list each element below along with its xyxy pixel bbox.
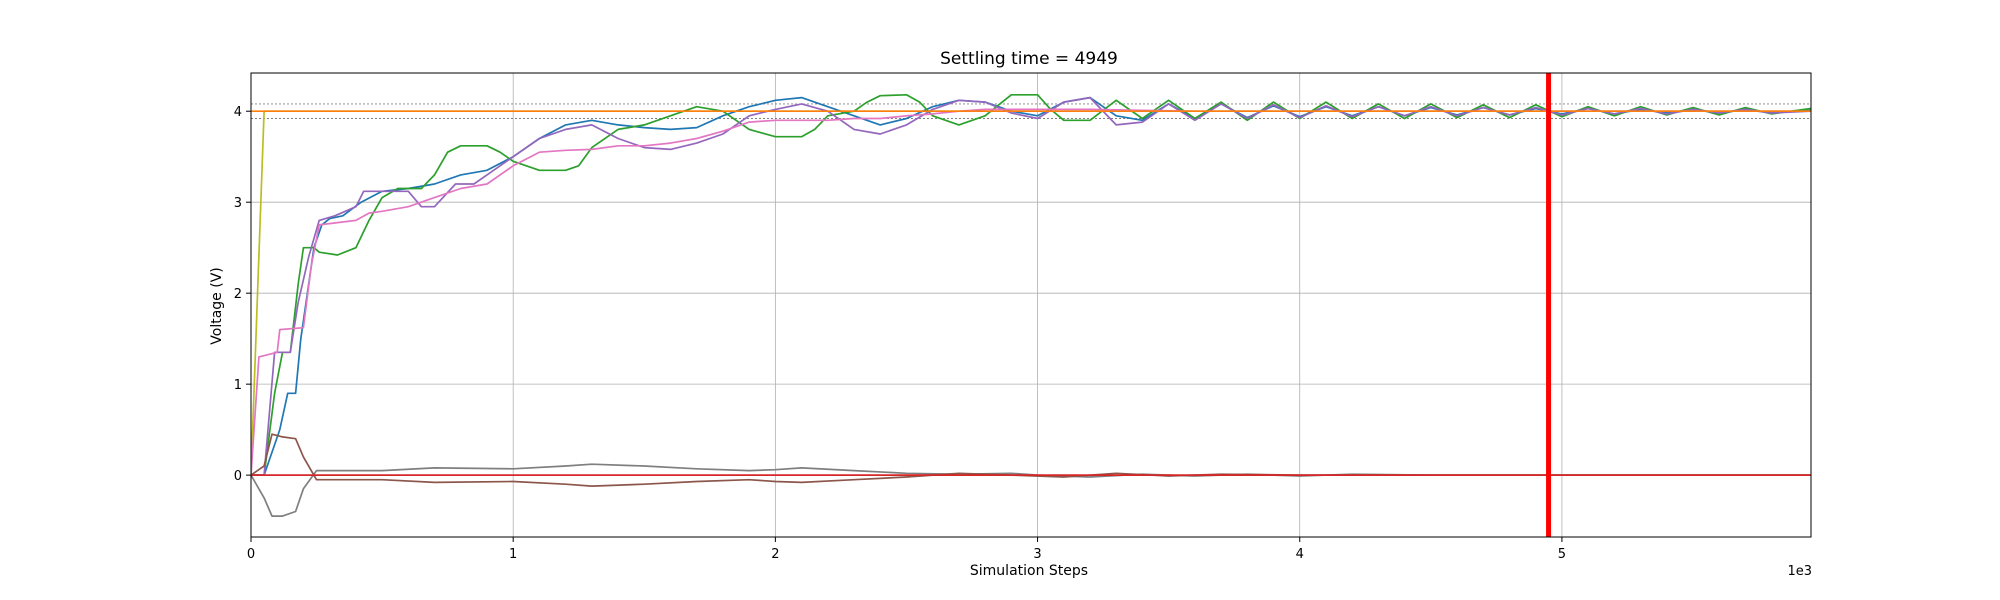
series-line [251,96,1811,476]
x-axis-label: Simulation Steps [970,563,1088,579]
y-axis-label: Voltage (V) [209,267,225,344]
x-tick-label: 0 [247,547,255,562]
y-tick-label: 1 [234,378,242,393]
x-tick-label: 5 [1558,547,1566,562]
x-offset-label: 1e3 [1787,564,1812,579]
y-tick-label: 0 [234,469,242,484]
x-tick-label: 1 [509,547,517,562]
series-line [251,93,1811,476]
grid [250,73,1811,537]
y-tick-label: 2 [234,287,242,302]
x-tick-label: 4 [1296,547,1304,562]
x-tick-label: 2 [771,547,779,562]
chart-title: Settling time = 4949 [940,49,1118,69]
series-line [251,108,1811,476]
y-tick-label: 3 [234,196,242,211]
x-axis-ticks: 0 1 2 3 4 5 [247,537,1566,562]
series-line [251,96,1811,476]
y-tick-label: 4 [234,105,242,120]
x-tick-label: 3 [1033,547,1041,562]
plot-area-frame [250,72,1812,538]
series-line [251,463,1811,517]
y-axis-ticks: 0 1 2 3 4 [234,105,251,484]
series-lines [251,93,1811,517]
series-line [251,433,1811,487]
